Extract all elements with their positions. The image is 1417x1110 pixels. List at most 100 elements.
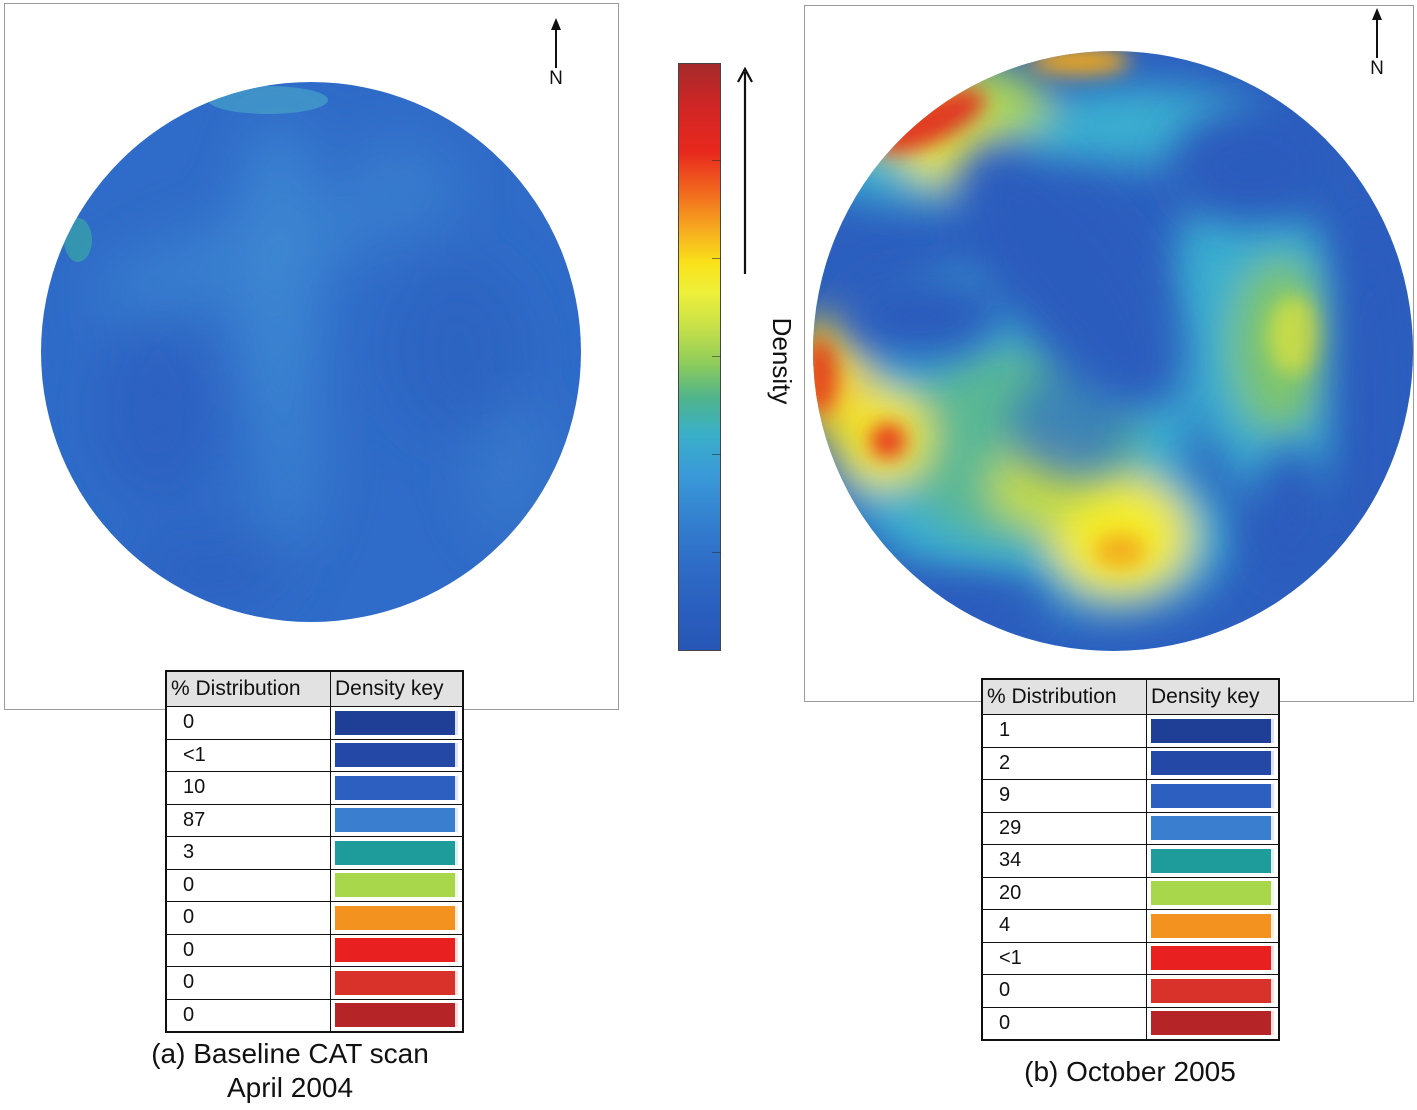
distribution-value: 0 — [981, 1006, 1147, 1041]
distribution-value: 29 — [981, 811, 1147, 845]
density-key-cell — [330, 836, 464, 870]
density-key-cell — [1146, 941, 1280, 975]
panel-b-density-map — [813, 51, 1413, 651]
density-key-cell — [1146, 844, 1280, 878]
density-key-cell — [1146, 746, 1280, 780]
density-swatch — [335, 808, 458, 833]
key-row: 0 — [165, 933, 464, 967]
colorbar-tick — [712, 552, 721, 553]
density-key-cell — [330, 868, 464, 902]
density-key-cell — [1146, 811, 1280, 845]
density-swatch — [335, 710, 458, 735]
caption-a: (a) Baseline CAT scan April 2004 — [90, 1037, 490, 1105]
key-row: 34 — [981, 844, 1280, 878]
key-row: 10 — [165, 771, 464, 805]
key-row: 0 — [165, 998, 464, 1033]
density-key-cell — [330, 706, 464, 740]
key-row: 2 — [981, 746, 1280, 780]
north-indicator-a: N — [541, 18, 571, 90]
density-label: Density — [767, 317, 797, 405]
density-key-cell — [1146, 779, 1280, 813]
density-swatch — [1151, 946, 1274, 971]
distribution-value: 0 — [165, 966, 331, 1000]
distribution-value: 34 — [981, 844, 1147, 878]
key-row: 3 — [165, 836, 464, 870]
key-row: 0 — [165, 901, 464, 935]
colorbar-tick — [712, 356, 721, 357]
density-swatch — [335, 905, 458, 930]
north-arrow-icon — [1372, 8, 1382, 58]
caption-b-line-1: (b) October 2005 — [1024, 1056, 1236, 1087]
density-key-cell — [330, 901, 464, 935]
caption-a-line-2: April 2004 — [226, 1072, 354, 1103]
colorbar-tick — [712, 454, 721, 455]
north-indicator-b: N — [1362, 8, 1392, 80]
distribution-value: <1 — [165, 738, 331, 772]
distribution-value: 0 — [165, 706, 331, 740]
distribution-value: 2 — [981, 746, 1147, 780]
distribution-value: 0 — [165, 868, 331, 902]
density-swatch — [1151, 881, 1274, 906]
density-key-cell — [1146, 909, 1280, 943]
density-key-cell — [330, 933, 464, 967]
density-key-cell — [330, 771, 464, 805]
density-key-cell — [1146, 714, 1280, 748]
distribution-value: 9 — [981, 779, 1147, 813]
header-distribution: % Distribution — [165, 670, 331, 707]
density-colorbar — [678, 63, 721, 651]
density-key-cell — [330, 998, 464, 1033]
density-swatch — [335, 775, 458, 800]
key-row: 20 — [981, 876, 1280, 910]
key-row: 0 — [981, 1006, 1280, 1041]
density-swatch — [1151, 751, 1274, 776]
density-key-cell — [330, 966, 464, 1000]
density-key-cell — [330, 738, 464, 772]
north-arrow-icon — [551, 18, 561, 68]
north-label-a: N — [549, 68, 563, 89]
panel-a-density-map — [41, 82, 581, 622]
key-row: <1 — [165, 738, 464, 772]
key-row: 9 — [981, 779, 1280, 813]
colorbar-tick — [712, 160, 721, 161]
key-rows-a: 0 <1 10 87 3 0 0 0 0 0 — [165, 706, 464, 1033]
distribution-value: 87 — [165, 803, 331, 837]
density-key-table-b: % Distribution Density key 1 2 9 29 34 20 4 <1 0… — [981, 678, 1280, 1041]
density-key-table-a: % Distribution Density key 0 <1 10 87 3 0 0 0 0 0 — [165, 670, 464, 1033]
key-row: <1 — [981, 941, 1280, 975]
key-rows-b: 1 2 9 29 34 20 4 <1 0 0 — [981, 714, 1280, 1041]
distribution-value: 0 — [981, 974, 1147, 1008]
caption-b: (b) October 2005 — [930, 1055, 1330, 1089]
density-key-cell — [1146, 1006, 1280, 1041]
density-key-cell — [1146, 974, 1280, 1008]
distribution-value: 0 — [165, 901, 331, 935]
header-density-key: Density key — [1146, 678, 1280, 715]
distribution-value: 10 — [165, 771, 331, 805]
north-label-b: N — [1370, 58, 1384, 79]
key-row: 29 — [981, 811, 1280, 845]
key-row: 0 — [165, 868, 464, 902]
key-row: 87 — [165, 803, 464, 837]
caption-a-line-1: (a) Baseline CAT scan — [151, 1038, 429, 1069]
header-distribution: % Distribution — [981, 678, 1147, 715]
density-key-cell — [330, 803, 464, 837]
key-row: 0 — [165, 706, 464, 740]
density-swatch — [1151, 1011, 1274, 1036]
distribution-value: 0 — [165, 933, 331, 967]
colorbar-tick — [712, 258, 721, 259]
density-key-cell — [1146, 876, 1280, 910]
distribution-value: <1 — [981, 941, 1147, 975]
key-row: 1 — [981, 714, 1280, 748]
density-direction-arrow-icon — [737, 66, 753, 274]
distribution-value: 1 — [981, 714, 1147, 748]
density-swatch — [335, 840, 458, 865]
density-swatch — [335, 873, 458, 898]
distribution-value: 20 — [981, 876, 1147, 910]
density-swatch — [335, 938, 458, 963]
density-swatch — [1151, 913, 1274, 938]
density-swatch — [335, 970, 458, 995]
header-density-key: Density key — [330, 670, 464, 707]
distribution-value: 4 — [981, 909, 1147, 943]
key-row: 4 — [981, 909, 1280, 943]
density-swatch — [1151, 848, 1274, 873]
distribution-value: 0 — [165, 998, 331, 1033]
